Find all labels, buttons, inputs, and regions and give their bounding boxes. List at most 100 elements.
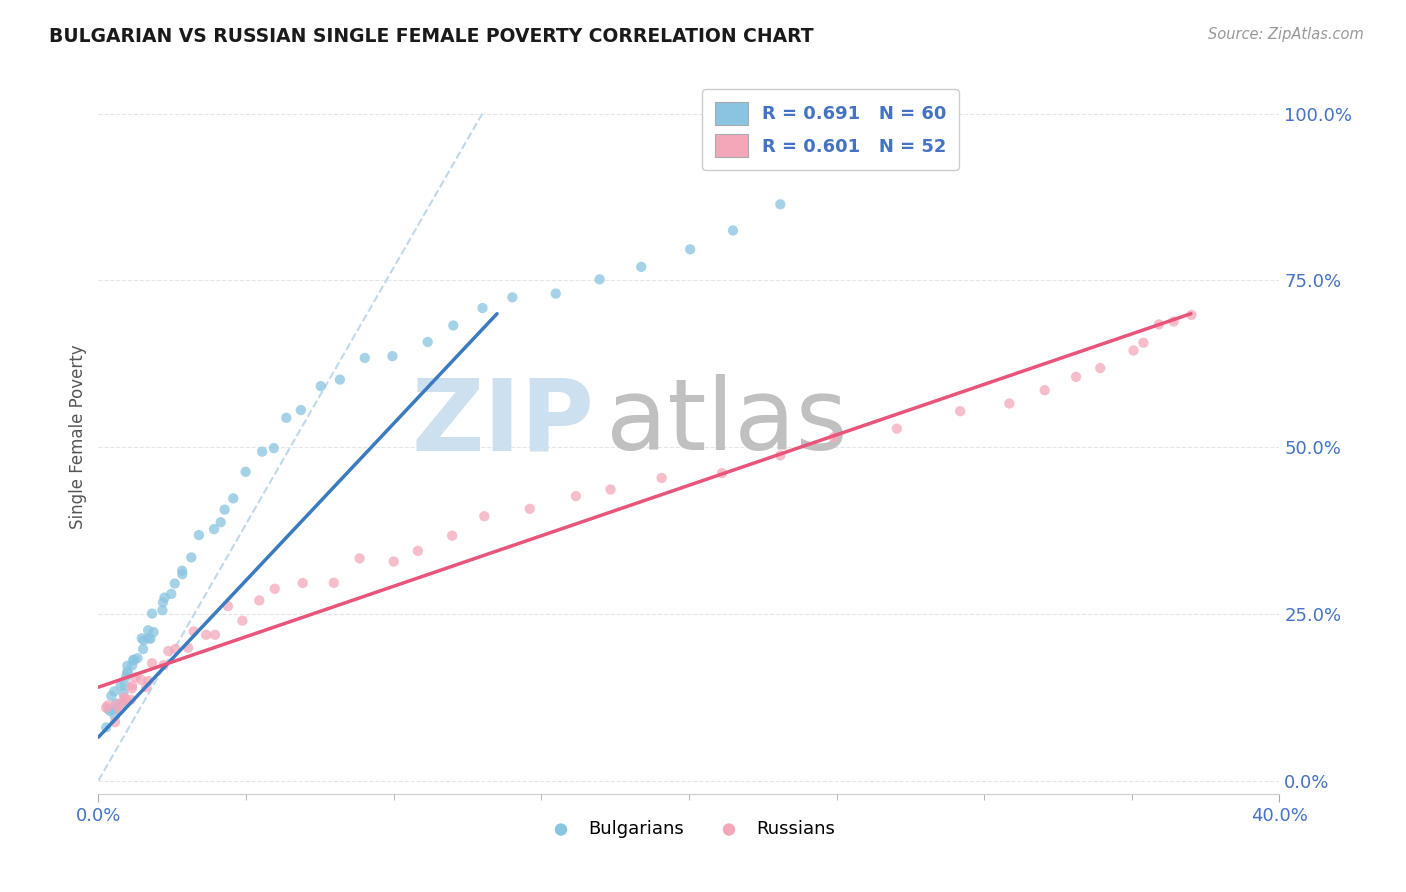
Legend: Bulgarians, Russians: Bulgarians, Russians xyxy=(536,814,842,846)
Point xyxy=(112,690,135,705)
Point xyxy=(187,528,209,542)
Point xyxy=(122,653,145,667)
Point xyxy=(441,318,464,333)
Point xyxy=(139,632,162,646)
Point xyxy=(165,642,187,657)
Point xyxy=(103,684,125,698)
Point xyxy=(138,674,160,689)
Point xyxy=(153,591,176,605)
Point xyxy=(105,697,128,711)
Point xyxy=(214,502,236,516)
Point xyxy=(588,272,610,286)
Text: atlas: atlas xyxy=(606,375,848,471)
Point xyxy=(104,715,127,730)
Point xyxy=(117,658,139,673)
Point xyxy=(132,633,155,648)
Point xyxy=(105,698,128,712)
Point xyxy=(416,334,439,349)
Point xyxy=(96,720,118,734)
Text: Source: ZipAtlas.com: Source: ZipAtlas.com xyxy=(1208,27,1364,42)
Point xyxy=(120,692,142,706)
Point xyxy=(121,681,143,696)
Point xyxy=(630,260,652,274)
Point xyxy=(235,465,257,479)
Point xyxy=(1180,308,1202,322)
Point xyxy=(1122,343,1144,358)
Point xyxy=(204,628,226,642)
Point xyxy=(97,698,120,713)
Point xyxy=(886,422,908,436)
Point xyxy=(108,702,131,716)
Point xyxy=(1147,318,1170,332)
Point xyxy=(183,624,205,639)
Point xyxy=(998,396,1021,410)
Point xyxy=(247,593,270,607)
Point xyxy=(679,242,702,256)
Point xyxy=(209,516,232,530)
Point xyxy=(250,444,273,458)
Point xyxy=(381,349,404,363)
Point xyxy=(599,483,621,497)
Point xyxy=(125,670,148,684)
Point xyxy=(152,595,174,609)
Point xyxy=(322,575,344,590)
Point xyxy=(157,644,180,658)
Point xyxy=(160,587,183,601)
Point xyxy=(565,489,588,503)
Point xyxy=(131,632,153,646)
Point xyxy=(472,509,495,524)
Point xyxy=(441,529,464,543)
Point xyxy=(112,686,135,700)
Point xyxy=(177,640,200,655)
Point xyxy=(172,567,194,582)
Point xyxy=(1132,335,1154,350)
Point xyxy=(141,607,163,621)
Point xyxy=(117,665,139,680)
Point xyxy=(112,694,135,708)
Point xyxy=(721,223,744,237)
Point xyxy=(172,564,194,578)
Text: ZIP: ZIP xyxy=(412,375,595,471)
Point xyxy=(135,680,157,694)
Point xyxy=(180,550,202,565)
Point xyxy=(115,670,138,684)
Point xyxy=(276,410,298,425)
Point xyxy=(100,689,122,703)
Point xyxy=(105,701,128,715)
Point xyxy=(163,576,186,591)
Point xyxy=(1033,383,1056,397)
Point xyxy=(110,679,132,693)
Point xyxy=(544,286,567,301)
Point xyxy=(471,301,494,315)
Point xyxy=(329,373,352,387)
Point xyxy=(195,628,218,642)
Point xyxy=(231,614,253,628)
Point xyxy=(519,501,541,516)
Point xyxy=(309,379,332,393)
Point xyxy=(136,624,159,638)
Point xyxy=(711,466,734,480)
Point xyxy=(142,625,165,640)
Point xyxy=(651,471,673,485)
Point xyxy=(1090,361,1112,376)
Point xyxy=(769,197,792,211)
Point xyxy=(152,603,174,617)
Y-axis label: Single Female Poverty: Single Female Poverty xyxy=(69,345,87,529)
Point xyxy=(217,599,239,614)
Point xyxy=(406,544,429,558)
Point xyxy=(769,449,792,463)
Point xyxy=(94,700,117,714)
Point xyxy=(152,658,174,673)
Point xyxy=(1064,369,1087,384)
Point xyxy=(501,290,523,304)
Point xyxy=(263,582,285,596)
Point xyxy=(114,678,136,692)
Point xyxy=(291,576,314,591)
Point xyxy=(121,658,143,673)
Point xyxy=(138,631,160,645)
Point xyxy=(129,673,152,687)
Point xyxy=(290,403,312,417)
Point xyxy=(353,351,375,365)
Point xyxy=(121,679,143,693)
Text: BULGARIAN VS RUSSIAN SINGLE FEMALE POVERTY CORRELATION CHART: BULGARIAN VS RUSSIAN SINGLE FEMALE POVER… xyxy=(49,27,814,45)
